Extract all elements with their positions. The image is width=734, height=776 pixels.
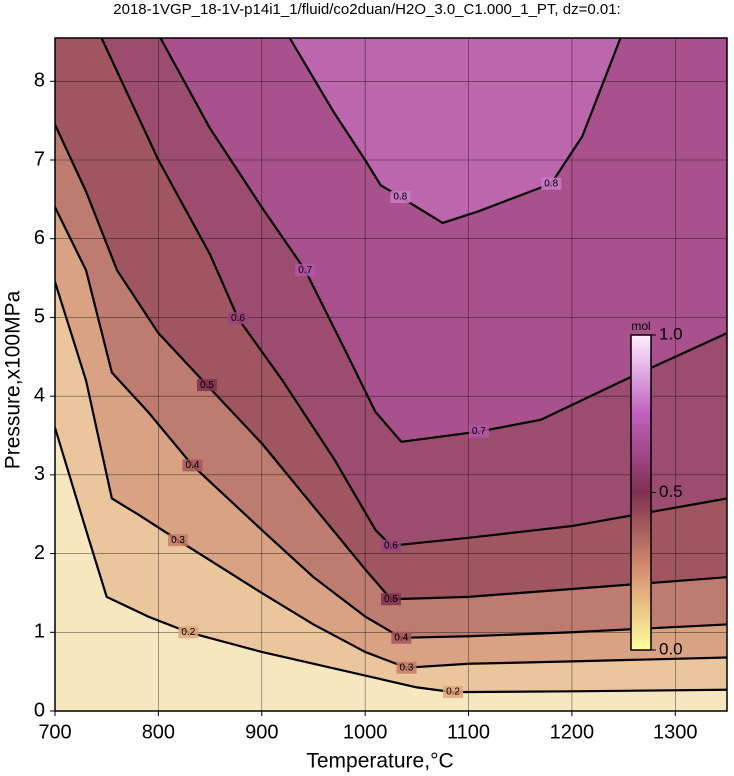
y-tick-label: 3 bbox=[34, 463, 45, 485]
x-tick-label: 1100 bbox=[447, 721, 490, 743]
contour-label: 0.3 bbox=[400, 662, 414, 673]
x-tick-label: 800 bbox=[142, 721, 175, 743]
colorbar-tick-label: 1.0 bbox=[659, 324, 683, 343]
contour-line bbox=[55, 427, 727, 694]
contour-label-bg bbox=[541, 177, 562, 190]
contour-fill bbox=[55, 38, 727, 223]
colorbar-tick-label: 0.0 bbox=[659, 639, 683, 658]
y-tick-label: 4 bbox=[34, 384, 45, 406]
x-tick-label: 1000 bbox=[343, 721, 388, 743]
contour-line bbox=[159, 38, 727, 443]
contour-label-bg bbox=[295, 264, 316, 277]
contour-label-bg bbox=[391, 631, 412, 644]
chart-title: 2018-1VGP_18-1V-p14i1_1/fluid/co2duan/H2… bbox=[113, 1, 620, 18]
contour-label: 0.3 bbox=[171, 535, 185, 546]
y-tick-label: 8 bbox=[34, 70, 45, 92]
x-tick-label: 700 bbox=[38, 721, 71, 743]
contour-line bbox=[55, 281, 727, 669]
contour-label: 0.2 bbox=[181, 627, 195, 638]
contour-line bbox=[55, 206, 727, 639]
y-tick-label: 5 bbox=[34, 306, 45, 328]
contour-label-bg bbox=[396, 661, 417, 674]
contour-label: 0.2 bbox=[446, 687, 460, 698]
contour-lines: 0.2 0.2 0.3 0.3 0.4 0.4 0.5 0.5 0.6 0.6 0.7 0.7 0.8 0… bbox=[55, 38, 727, 711]
y-axis-title: Pressure,x100MPa bbox=[2, 290, 25, 469]
colorbar-tick-label: 0.5 bbox=[659, 482, 683, 501]
x-tick-label: 1300 bbox=[653, 721, 698, 743]
contour-label: 0.7 bbox=[298, 265, 312, 276]
contour-fills bbox=[55, 38, 727, 711]
contour-label-bg bbox=[168, 534, 189, 547]
contour-label: 0.7 bbox=[472, 426, 486, 437]
contour-label: 0.4 bbox=[394, 632, 408, 643]
x-tick-label: 1200 bbox=[550, 721, 595, 743]
contour-label-bg bbox=[196, 379, 217, 392]
colorbar-label: mol bbox=[631, 319, 650, 333]
contour-label-bg bbox=[227, 312, 248, 325]
colorbar bbox=[630, 334, 652, 651]
contour-label: 0.5 bbox=[200, 380, 214, 391]
contour-label: 0.6 bbox=[231, 313, 245, 324]
contour-line bbox=[55, 124, 727, 601]
y-tick-label: 1 bbox=[34, 621, 45, 643]
contour-label: 0.5 bbox=[384, 594, 398, 605]
contour-label: 0.8 bbox=[544, 178, 558, 189]
contour-label-bg bbox=[468, 425, 489, 438]
y-tick-label: 0 bbox=[34, 699, 45, 721]
contour-label-bg bbox=[178, 626, 199, 639]
x-axis-title: Temperature,°C bbox=[306, 750, 453, 773]
y-tick-label: 6 bbox=[34, 227, 45, 249]
contour-line bbox=[100, 38, 727, 547]
y-tick-label: 7 bbox=[34, 148, 45, 170]
contour-line bbox=[288, 38, 622, 225]
contour-label-bg bbox=[381, 539, 401, 552]
x-tick-label: 900 bbox=[245, 721, 278, 743]
contour-label-bg bbox=[443, 686, 464, 699]
contour-label: 0.4 bbox=[186, 460, 200, 471]
contour-label-bg bbox=[182, 459, 203, 472]
contour-label-bg bbox=[381, 593, 401, 606]
contour-label: 0.6 bbox=[384, 540, 398, 551]
contour-label-bg bbox=[390, 191, 411, 204]
contour-label: 0.8 bbox=[393, 192, 407, 203]
y-tick-label: 2 bbox=[34, 542, 45, 564]
plot-frame bbox=[54, 37, 728, 712]
